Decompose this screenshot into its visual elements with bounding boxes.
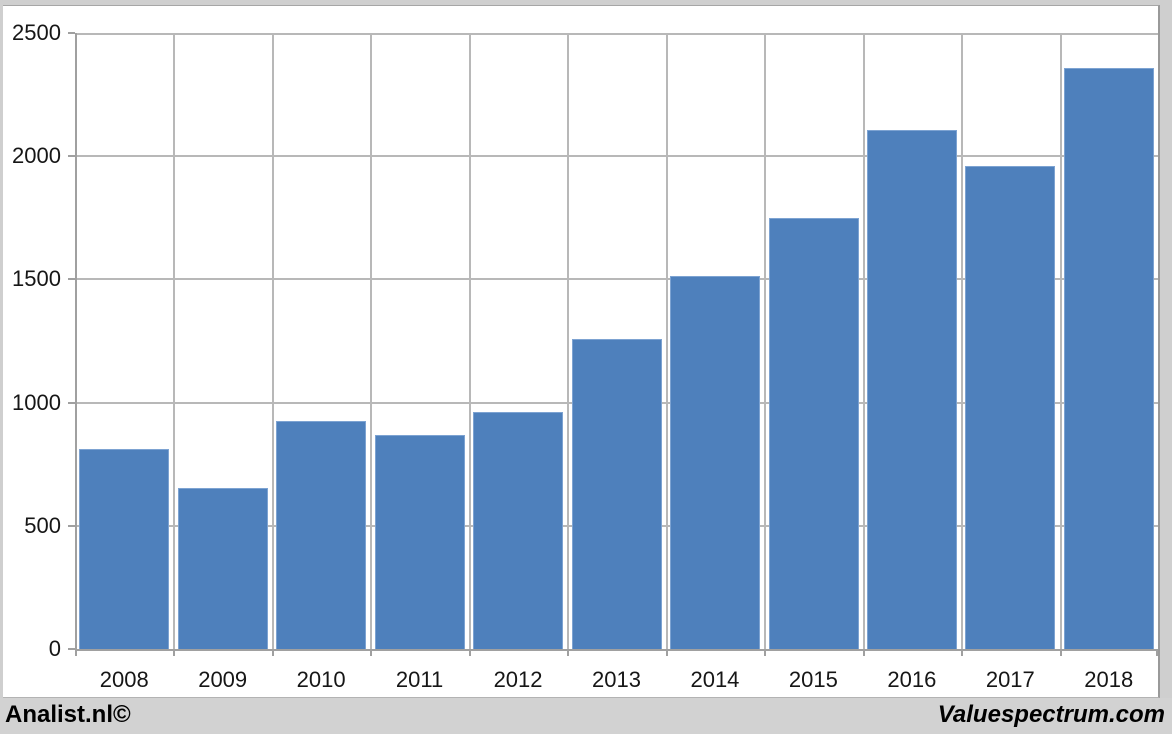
x-axis-label-2013: 2013 — [592, 667, 641, 692]
x-axis-label-2018: 2018 — [1084, 667, 1134, 692]
x-axis-label-2008: 2008 — [99, 667, 149, 692]
x-tick-7 — [764, 651, 767, 656]
bar-2017 — [965, 166, 1056, 649]
x-tick-1 — [173, 651, 176, 656]
footer-bar: Analist.nl© Valuespectrum.com — [0, 698, 1172, 734]
gridline-x-8 — [862, 33, 865, 649]
x-tick-4 — [468, 651, 471, 656]
x-axis-label-2017: 2017 — [985, 667, 1035, 692]
bar-2018 — [1063, 67, 1154, 649]
bar-2013 — [571, 338, 662, 649]
y-axis-label-1000: 1000 — [12, 389, 61, 415]
bar-2008 — [79, 449, 170, 649]
y-tick-1000 — [68, 401, 75, 404]
bar-2012 — [473, 412, 564, 649]
y-tick-2000 — [68, 155, 75, 158]
gridline-x-2 — [271, 33, 274, 649]
y-tick-2500 — [68, 32, 75, 34]
y-axis-label-0: 0 — [48, 636, 61, 661]
gridline-x-6 — [665, 33, 668, 649]
x-tick-6 — [665, 651, 668, 656]
analist-brand: Analist.nl© — [5, 701, 131, 728]
x-tick-8 — [862, 651, 865, 656]
gridline-y-2000 — [77, 155, 1158, 158]
y-axis-label-2500: 2500 — [12, 20, 61, 45]
x-axis-label-2016: 2016 — [887, 667, 937, 692]
x-tick-2 — [271, 651, 274, 656]
y-tick-500 — [68, 524, 75, 527]
y-axis-label-2000: 2000 — [12, 143, 61, 169]
bar-2009 — [177, 487, 268, 649]
x-axis-label-2015: 2015 — [788, 667, 838, 692]
x-axis-label-2011: 2011 — [395, 667, 444, 692]
y-tick-0 — [68, 648, 75, 650]
gridline-x-4 — [468, 33, 471, 649]
bar-2015 — [768, 217, 859, 649]
gridline-x-5 — [567, 33, 570, 649]
x-axis-label-2010: 2010 — [296, 667, 346, 692]
gridline-y-1500 — [77, 278, 1158, 281]
x-axis-label-2012: 2012 — [493, 667, 543, 692]
bar-2016 — [867, 130, 958, 649]
chart-panel: 2008 2009 2010 2011 2012 2013 2014 2015 2016 2017… — [3, 5, 1160, 698]
x-axis: 2008 2009 2010 2011 2012 2013 2014 2015 2016 2017… — [75, 667, 1158, 693]
x-tick-9 — [961, 651, 964, 656]
x-tick-3 — [370, 651, 373, 656]
bar-2011 — [374, 434, 465, 649]
gridline-x-10 — [1059, 33, 1062, 649]
y-axis-label-1500: 1500 — [12, 266, 61, 292]
x-tick-0 — [75, 651, 77, 656]
gridline-x-7 — [764, 33, 767, 649]
x-tick-11 — [1156, 651, 1158, 656]
y-axis-label-500: 500 — [24, 512, 61, 538]
gridline-x-3 — [370, 33, 373, 649]
x-tick-10 — [1059, 651, 1062, 656]
gridline-x-1 — [173, 33, 176, 649]
x-axis-label-2009: 2009 — [198, 667, 248, 692]
y-tick-1500 — [68, 278, 75, 281]
bar-2014 — [670, 275, 761, 649]
plot-area — [68, 32, 1158, 656]
gridline-x-9 — [961, 33, 964, 649]
valuespectrum-brand: Valuespectrum.com — [937, 701, 1165, 728]
bar-2010 — [276, 421, 367, 649]
x-tick-5 — [567, 651, 570, 656]
x-axis-label-2014: 2014 — [690, 667, 740, 692]
gridline-y-2500 — [77, 33, 1158, 35]
